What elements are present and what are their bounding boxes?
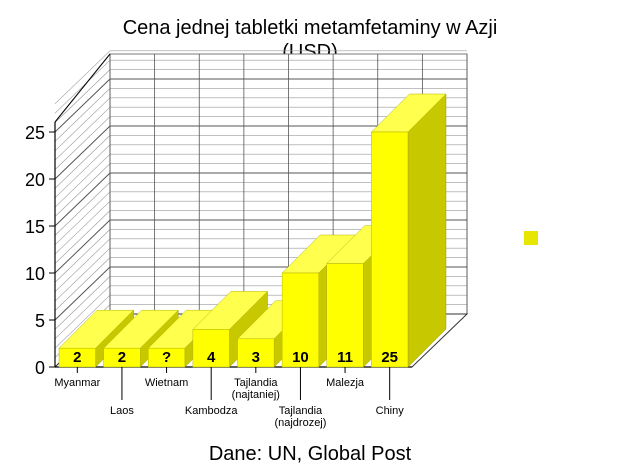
grid-line-side	[54, 294, 111, 349]
grid-line-side	[54, 285, 111, 340]
grid-line-side	[54, 116, 111, 170]
bar	[281, 272, 319, 368]
x-tick-label: Wietnam	[145, 377, 188, 389]
bar-value-label: ?	[162, 349, 171, 366]
grid-line-side	[54, 78, 111, 133]
y-tick-label: 10	[25, 264, 45, 284]
grid-line-side	[54, 135, 111, 189]
bar-value-label: 11	[337, 349, 353, 366]
grid-line-side	[54, 144, 111, 199]
grid-line-side	[54, 172, 111, 227]
grid-line-side	[54, 229, 111, 283]
x-tick-label: (najtaniej)	[232, 389, 280, 401]
bar-value-label: 10	[292, 349, 309, 366]
grid-line-side	[54, 266, 111, 321]
x-tick-label: Myanmar	[54, 377, 100, 389]
x-tick-label: Malezja	[326, 377, 365, 389]
grid-line-side	[54, 125, 111, 180]
grid-line-side	[54, 97, 111, 152]
x-tick-label: Kambodza	[185, 405, 238, 417]
x-tick-label: Tajlandia	[279, 405, 323, 417]
plot-area: 0 5 10 15 20 25 2 2? 4 3 10 11 25 Myanmar Laos Wietnam K…	[25, 50, 469, 429]
grid-line-side	[54, 200, 111, 255]
grid-line-side	[54, 163, 111, 217]
y-tick-label: 5	[35, 311, 45, 331]
grid-line-side	[54, 219, 111, 274]
grid-line-side	[54, 276, 111, 330]
grid-line-side	[54, 50, 111, 105]
bar	[326, 263, 364, 368]
bar-value-label: 3	[252, 349, 260, 366]
x-tick-label: (najdrozej)	[274, 417, 326, 429]
chart-title: Cena jednej tabletki metamfetaminy w Azj…	[123, 17, 498, 39]
grid-line-side	[54, 69, 111, 123]
y-tick-label: 20	[25, 170, 45, 190]
grid-line-side	[54, 257, 111, 311]
grid-line-side	[54, 182, 111, 236]
grid-line-side	[54, 210, 111, 264]
bar	[192, 329, 230, 368]
x-tick-label: Tajlandia	[234, 377, 278, 389]
grid-line-side	[54, 191, 111, 246]
bar-value-label: 25	[381, 349, 398, 366]
y-tick-label: 25	[25, 123, 45, 143]
bar	[371, 131, 409, 368]
grid-line-side	[54, 59, 111, 114]
bar-value-label: 2	[73, 349, 81, 366]
bar-value-label: 2	[118, 349, 126, 366]
x-tick-label: Chiny	[376, 405, 405, 417]
y-tick-label: 0	[35, 358, 45, 378]
grid-line-side	[54, 88, 111, 142]
bar-value-label: 4	[207, 349, 216, 366]
legend-swatch	[524, 231, 538, 245]
grid-line-side	[54, 153, 111, 208]
grid-line-side	[54, 106, 111, 161]
x-tick-label: Laos	[110, 405, 134, 417]
source-note: Dane: UN, Global Post	[209, 443, 412, 465]
grid-line-side	[54, 238, 111, 293]
bar-side	[407, 93, 447, 368]
y-axis-top-edge	[54, 53, 111, 123]
y-tick-label: 15	[25, 217, 45, 237]
grid-line-side	[54, 247, 111, 302]
